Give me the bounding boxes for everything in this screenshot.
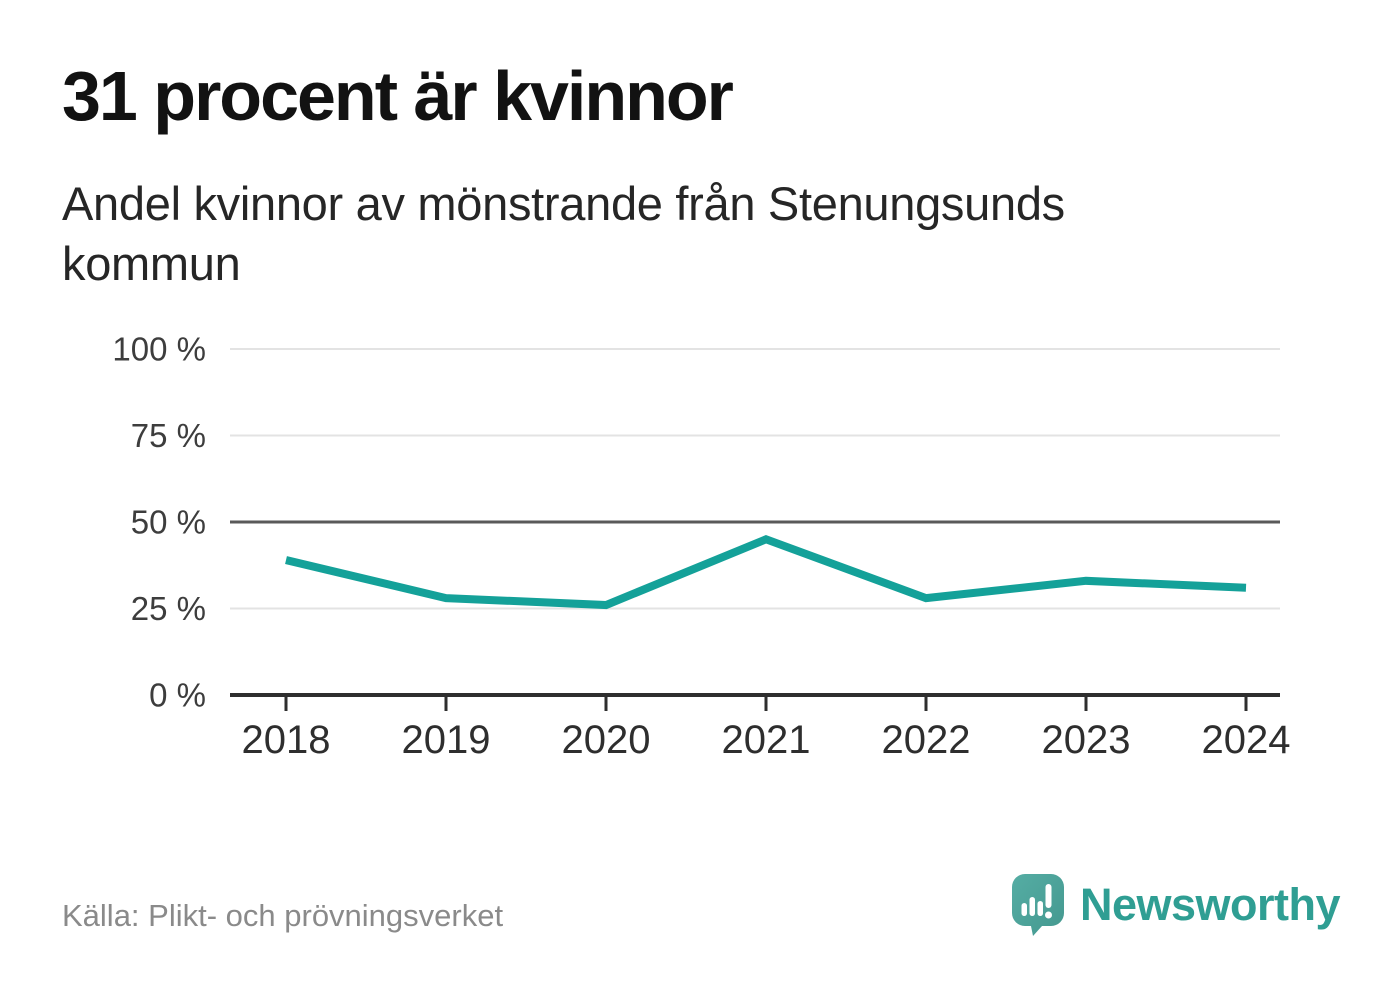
newsworthy-logo-icon bbox=[1012, 874, 1064, 936]
y-axis-label: 100 % bbox=[112, 331, 206, 368]
bar-chart-glyph bbox=[1021, 897, 1043, 916]
newsworthy-brand: Newsworthy bbox=[1012, 874, 1341, 936]
x-axis-label: 2021 bbox=[722, 718, 811, 762]
page-title: 31 procent är kvinnor bbox=[62, 57, 734, 135]
y-axis-label: 25 % bbox=[131, 590, 206, 627]
line-chart: 0 % 25 % 50 % 75 % 100 % 2018 2019 2020 2021 2022… bbox=[112, 331, 1291, 762]
y-axis-label: 0 % bbox=[149, 677, 206, 714]
x-axis-label: 2019 bbox=[402, 718, 491, 762]
data-line bbox=[285, 535, 1247, 610]
brand-name: Newsworthy bbox=[1080, 879, 1341, 930]
x-axis-label: 2020 bbox=[562, 718, 651, 762]
y-axis-label: 75 % bbox=[131, 417, 206, 454]
x-axis-label: 2024 bbox=[1202, 718, 1291, 762]
page-subtitle: Andel kvinnor av mönstrande från Stenung… bbox=[62, 177, 1065, 291]
source-note: Källa: Plikt- och prövningsverket bbox=[62, 898, 504, 933]
exclamation-glyph bbox=[1045, 884, 1052, 919]
x-axis-label: 2022 bbox=[882, 718, 971, 762]
x-axis-label: 2023 bbox=[1042, 718, 1131, 762]
y-axis-label: 50 % bbox=[131, 504, 206, 541]
x-axis-label: 2018 bbox=[242, 718, 331, 762]
